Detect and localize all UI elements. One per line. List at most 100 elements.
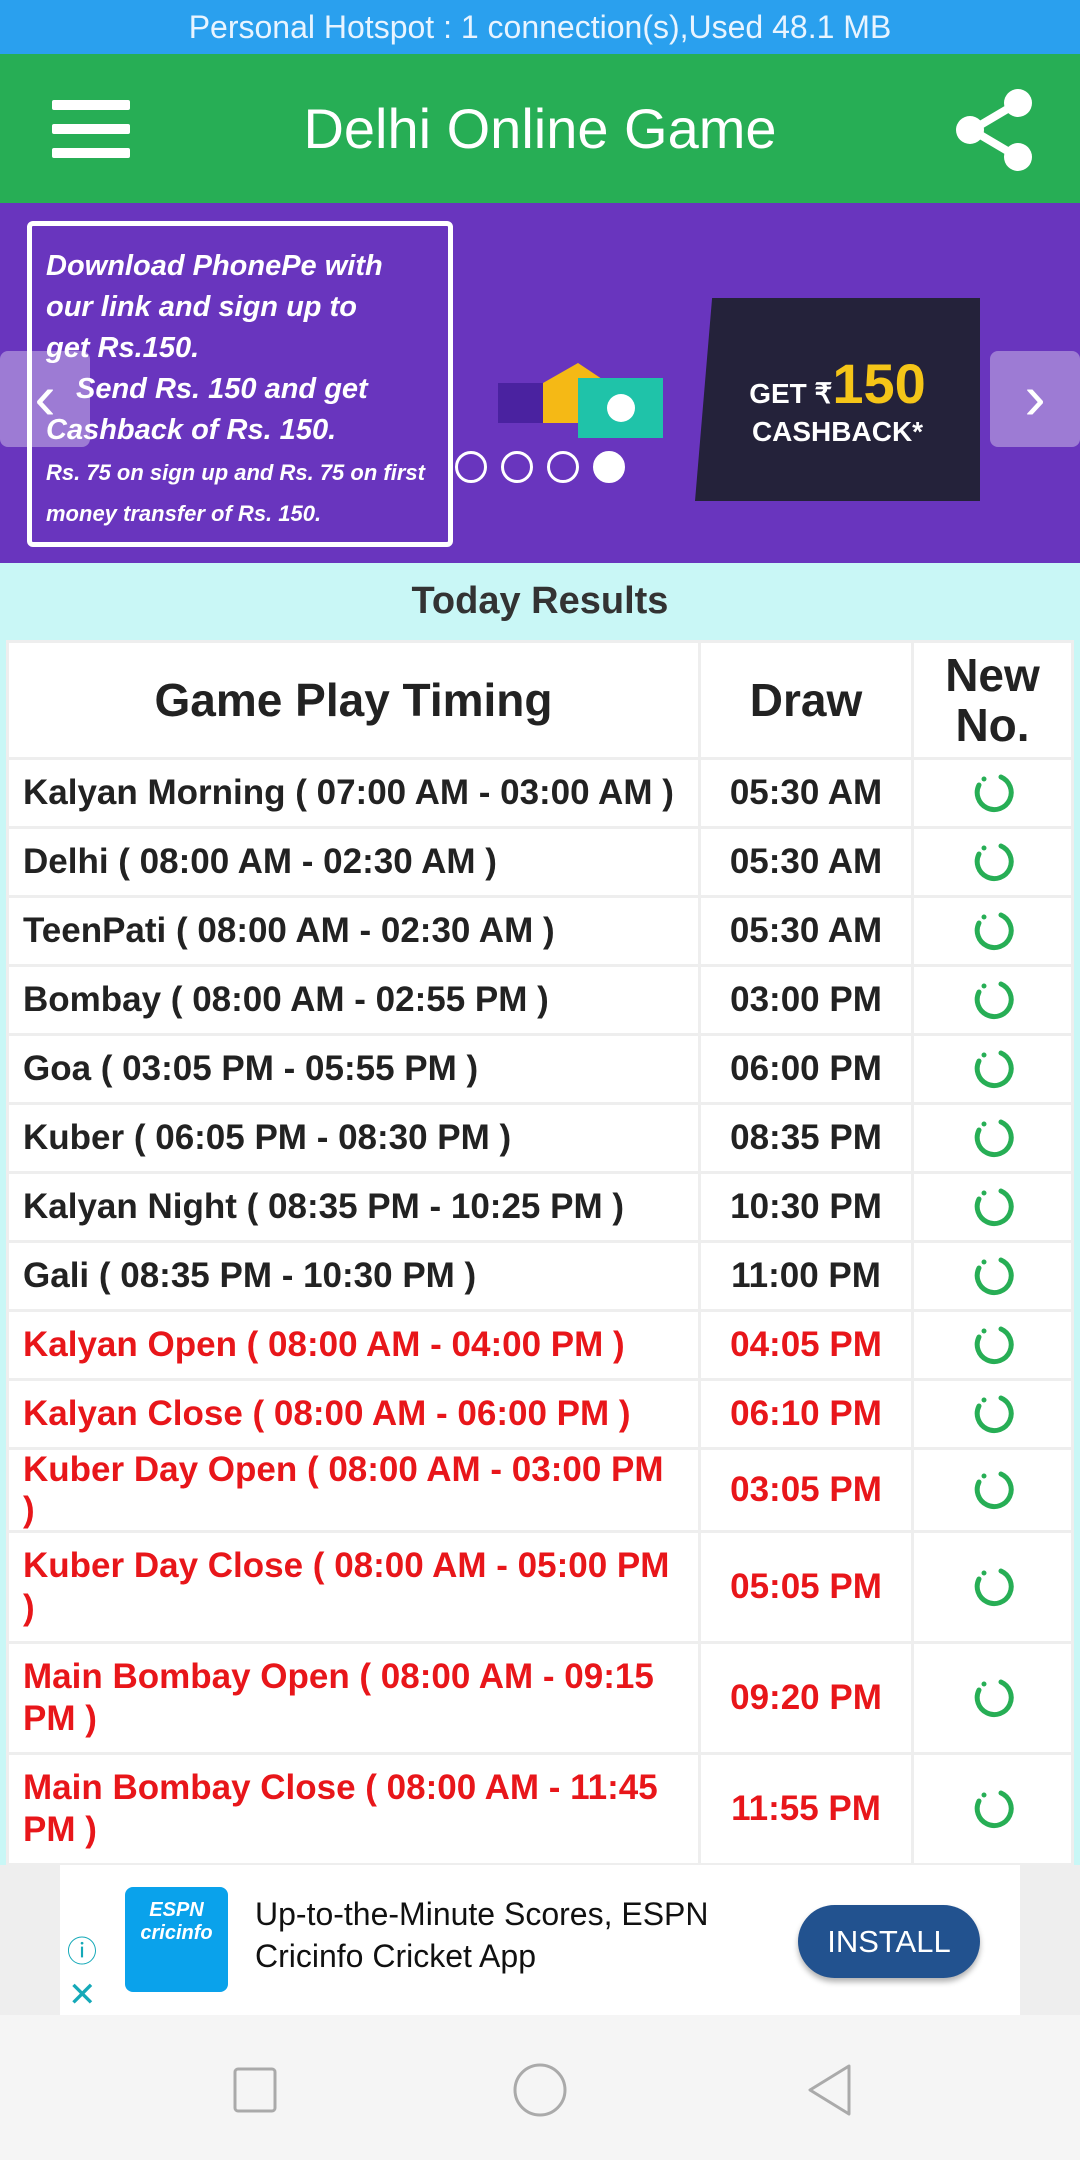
- loading-spinner-icon: [974, 1395, 1014, 1434]
- promo-text-box: Download PhonePe with our link and sign u…: [27, 221, 453, 547]
- loading-spinner-icon: [974, 1790, 1014, 1829]
- cashback-card: GET ₹150 CASHBACK*: [695, 298, 980, 501]
- new-no-cell: [911, 1240, 1074, 1312]
- draw-time: 05:30 AM: [698, 895, 914, 967]
- table-row: Kalyan Morning ( 07:00 AM - 03:00 AM ) 05…: [6, 757, 1074, 829]
- draw-time: 05:05 PM: [698, 1530, 914, 1644]
- share-icon[interactable]: [952, 88, 1036, 172]
- game-timing: Kuber Day Open ( 08:00 AM - 03:00 PM ): [6, 1447, 701, 1533]
- promo-carousel[interactable]: Download PhonePe with our link and sign u…: [0, 203, 1080, 563]
- ad-info-icon[interactable]: ⓘ: [67, 1936, 97, 1969]
- espn-cricinfo-logo: ESPN cricinfo: [125, 1887, 228, 1992]
- ad-close-icon[interactable]: ✕: [68, 1976, 97, 2014]
- logo-line: cricinfo: [140, 1922, 213, 1944]
- table-row: Goa ( 03:05 PM - 05:55 PM ) 06:00 PM: [6, 1033, 1074, 1105]
- loading-spinner-icon: [974, 1119, 1014, 1158]
- loading-spinner-icon: [974, 1326, 1014, 1365]
- new-no-cell: [911, 1309, 1074, 1381]
- game-timing: Main Bombay Open ( 08:00 AM - 09:15 PM ): [6, 1641, 701, 1755]
- table-row: Kalyan Night ( 08:35 PM - 10:25 PM ) 10:3…: [6, 1171, 1074, 1243]
- new-no-cell: [911, 757, 1074, 829]
- hamburger-icon[interactable]: [52, 100, 130, 158]
- promo-line: Send Rs. 150 and get: [76, 373, 368, 405]
- table-row: Star Open ( 08:00 AM - 08:00 PM )08:05 P…: [6, 1863, 1074, 1865]
- new-no-cell: [911, 1863, 1074, 1865]
- cashback-label: CASHBACK*: [751, 416, 924, 447]
- new-no-cell: [911, 1033, 1074, 1105]
- new-no-cell: [911, 1641, 1074, 1755]
- loading-spinner-icon: [974, 774, 1014, 813]
- table-row: Kuber Day Close ( 08:00 AM - 05:00 PM ) 0…: [6, 1530, 1074, 1644]
- game-timing: Gali ( 08:35 PM - 10:30 PM ): [6, 1240, 701, 1312]
- draw-time: 11:00 PM: [698, 1240, 914, 1312]
- new-no-cell: [911, 1102, 1074, 1174]
- loading-spinner-icon: [974, 1188, 1014, 1227]
- draw-time: 05:30 AM: [698, 757, 914, 829]
- draw-time: 08:35 PM: [698, 1102, 914, 1174]
- draw-time: 03:00 PM: [698, 964, 914, 1036]
- loading-spinner-icon: [974, 843, 1014, 882]
- draw-time: 06:10 PM: [698, 1378, 914, 1450]
- table-row: Kalyan Open ( 08:00 AM - 04:00 PM ) 04:05…: [6, 1309, 1074, 1381]
- table-row: TeenPati ( 08:00 AM - 02:30 AM ) 05:30 AM: [6, 895, 1074, 967]
- new-no-cell: [911, 1378, 1074, 1450]
- table-row: Kuber ( 06:05 PM - 08:30 PM ) 08:35 PM: [6, 1102, 1074, 1174]
- install-button[interactable]: INSTALL: [798, 1905, 980, 1978]
- game-timing: Kuber Day Close ( 08:00 AM - 05:00 PM ): [6, 1530, 701, 1644]
- carousel-next-button[interactable]: ›: [990, 351, 1080, 447]
- system-nav-bar: [0, 2015, 1080, 2160]
- game-timing: Kalyan Close ( 08:00 AM - 06:00 PM ): [6, 1378, 701, 1450]
- new-no-cell: [911, 1530, 1074, 1644]
- table-row: Main Bombay Open ( 08:00 AM - 09:15 PM )…: [6, 1641, 1074, 1755]
- table-row: Kalyan Close ( 08:00 AM - 06:00 PM ) 06:1…: [6, 1378, 1074, 1450]
- loading-spinner-icon: [974, 1568, 1014, 1607]
- app-bar: Delhi Online Game: [0, 54, 1080, 203]
- carousel-dot[interactable]: [547, 451, 579, 483]
- table-row: Main Bombay Close ( 08:00 AM - 11:45 PM …: [6, 1752, 1074, 1865]
- new-no-cell: [911, 1447, 1074, 1533]
- promo-line: get Rs.150.: [46, 332, 200, 364]
- promo-line: our link and sign up to: [46, 291, 357, 323]
- game-timing: Bombay ( 08:00 AM - 02:55 PM ): [6, 964, 701, 1036]
- money-hand-icon: [498, 363, 663, 438]
- game-timing: Kalyan Open ( 08:00 AM - 04:00 PM ): [6, 1309, 701, 1381]
- carousel-dot[interactable]: [501, 451, 533, 483]
- carousel-prev-button[interactable]: ‹: [0, 351, 90, 447]
- game-timing: Star Open ( 08:00 AM - 08:00 PM ): [6, 1863, 701, 1865]
- loading-spinner-icon: [974, 1050, 1014, 1089]
- back-icon[interactable]: [805, 2063, 855, 2117]
- table-row: Delhi ( 08:00 AM - 02:30 AM ) 05:30 AM: [6, 826, 1074, 898]
- new-no-cell: [911, 895, 1074, 967]
- game-timing: TeenPati ( 08:00 AM - 02:30 AM ): [6, 895, 701, 967]
- table-row: Gali ( 08:35 PM - 10:30 PM ) 11:00 PM: [6, 1240, 1074, 1312]
- ad-banner[interactable]: ⓘ ✕ ESPN cricinfo Up-to-the-Minute Scores…: [60, 1865, 1020, 2015]
- game-timing: Delhi ( 08:00 AM - 02:30 AM ): [6, 826, 701, 898]
- carousel-dot-active[interactable]: [593, 451, 625, 483]
- new-no-cell: [911, 1752, 1074, 1865]
- game-timing: Kalyan Morning ( 07:00 AM - 03:00 AM ): [6, 757, 701, 829]
- draw-time: 03:05 PM: [698, 1447, 914, 1533]
- draw-time: 06:00 PM: [698, 1033, 914, 1105]
- new-no-cell: [911, 1171, 1074, 1243]
- header-draw: Draw: [698, 640, 914, 760]
- loading-spinner-icon: [974, 981, 1014, 1020]
- loading-spinner-icon: [974, 1471, 1014, 1510]
- draw-time: 08:05 PM: [698, 1863, 914, 1865]
- new-no-cell: [911, 826, 1074, 898]
- new-no-cell: [911, 964, 1074, 1036]
- game-timing: Kalyan Night ( 08:35 PM - 10:25 PM ): [6, 1171, 701, 1243]
- game-timing: Main Bombay Close ( 08:00 AM - 11:45 PM …: [6, 1752, 701, 1865]
- carousel-dot[interactable]: [455, 451, 487, 483]
- draw-time: 04:05 PM: [698, 1309, 914, 1381]
- cashback-get: GET ₹: [749, 378, 833, 409]
- home-icon[interactable]: [512, 2062, 568, 2118]
- table-row: Kuber Day Open ( 08:00 AM - 03:00 PM ) 03…: [6, 1447, 1074, 1533]
- draw-time: 11:55 PM: [698, 1752, 914, 1865]
- game-timing: Goa ( 03:05 PM - 05:55 PM ): [6, 1033, 701, 1105]
- logo-line: ESPN: [149, 1899, 204, 1921]
- loading-spinner-icon: [974, 1679, 1014, 1718]
- loading-spinner-icon: [974, 912, 1014, 951]
- results-table-container[interactable]: Game Play Timing Draw New No. Kalyan Mor…: [0, 640, 1080, 1865]
- recents-icon[interactable]: [233, 2067, 277, 2113]
- app-title: Delhi Online Game: [303, 97, 777, 160]
